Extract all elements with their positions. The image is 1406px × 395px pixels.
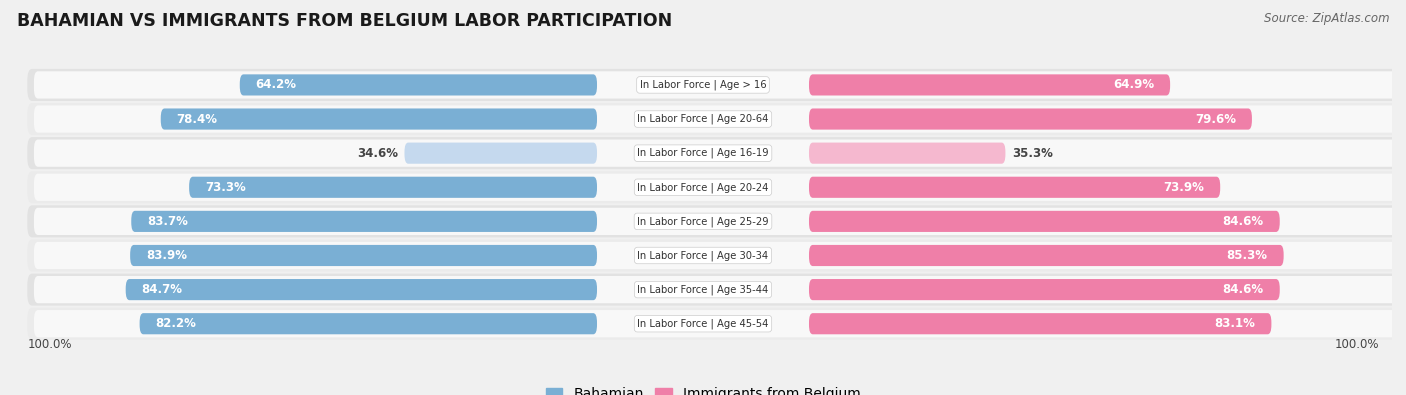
- FancyBboxPatch shape: [808, 245, 1284, 266]
- Text: 83.7%: 83.7%: [148, 215, 188, 228]
- Legend: Bahamian, Immigrants from Belgium: Bahamian, Immigrants from Belgium: [540, 382, 866, 395]
- Text: 73.3%: 73.3%: [205, 181, 246, 194]
- FancyBboxPatch shape: [34, 310, 1399, 337]
- Text: In Labor Force | Age 20-24: In Labor Force | Age 20-24: [637, 182, 769, 192]
- FancyBboxPatch shape: [160, 109, 598, 130]
- FancyBboxPatch shape: [34, 174, 1399, 201]
- Text: 100.0%: 100.0%: [27, 339, 72, 352]
- Text: 64.2%: 64.2%: [256, 79, 297, 91]
- FancyBboxPatch shape: [139, 313, 598, 334]
- Text: 35.3%: 35.3%: [1012, 147, 1053, 160]
- Text: In Labor Force | Age 20-64: In Labor Force | Age 20-64: [637, 114, 769, 124]
- FancyBboxPatch shape: [240, 74, 598, 96]
- FancyBboxPatch shape: [808, 279, 1279, 300]
- Text: BAHAMIAN VS IMMIGRANTS FROM BELGIUM LABOR PARTICIPATION: BAHAMIAN VS IMMIGRANTS FROM BELGIUM LABO…: [17, 12, 672, 30]
- FancyBboxPatch shape: [27, 137, 1405, 169]
- Text: In Labor Force | Age 35-44: In Labor Force | Age 35-44: [637, 284, 769, 295]
- Text: 85.3%: 85.3%: [1227, 249, 1268, 262]
- FancyBboxPatch shape: [34, 105, 1399, 133]
- FancyBboxPatch shape: [808, 211, 1279, 232]
- FancyBboxPatch shape: [190, 177, 598, 198]
- FancyBboxPatch shape: [27, 274, 1405, 306]
- FancyBboxPatch shape: [125, 279, 598, 300]
- FancyBboxPatch shape: [808, 177, 1220, 198]
- Text: 84.6%: 84.6%: [1223, 283, 1264, 296]
- Text: In Labor Force | Age > 16: In Labor Force | Age > 16: [640, 80, 766, 90]
- Text: 78.4%: 78.4%: [177, 113, 218, 126]
- FancyBboxPatch shape: [808, 74, 1170, 96]
- FancyBboxPatch shape: [131, 245, 598, 266]
- Text: In Labor Force | Age 25-29: In Labor Force | Age 25-29: [637, 216, 769, 227]
- Text: Source: ZipAtlas.com: Source: ZipAtlas.com: [1264, 12, 1389, 25]
- Text: 83.1%: 83.1%: [1215, 317, 1256, 330]
- FancyBboxPatch shape: [34, 208, 1399, 235]
- Text: 79.6%: 79.6%: [1195, 113, 1236, 126]
- Text: 73.9%: 73.9%: [1163, 181, 1205, 194]
- FancyBboxPatch shape: [27, 205, 1405, 237]
- FancyBboxPatch shape: [27, 239, 1405, 271]
- Text: 82.2%: 82.2%: [156, 317, 197, 330]
- FancyBboxPatch shape: [34, 71, 1399, 99]
- Text: In Labor Force | Age 30-34: In Labor Force | Age 30-34: [637, 250, 769, 261]
- FancyBboxPatch shape: [34, 276, 1399, 303]
- FancyBboxPatch shape: [34, 139, 1399, 167]
- FancyBboxPatch shape: [808, 313, 1271, 334]
- Text: 83.9%: 83.9%: [146, 249, 187, 262]
- FancyBboxPatch shape: [34, 242, 1399, 269]
- FancyBboxPatch shape: [808, 143, 1005, 164]
- FancyBboxPatch shape: [808, 109, 1251, 130]
- Text: In Labor Force | Age 45-54: In Labor Force | Age 45-54: [637, 318, 769, 329]
- FancyBboxPatch shape: [27, 103, 1405, 135]
- Text: 34.6%: 34.6%: [357, 147, 398, 160]
- FancyBboxPatch shape: [131, 211, 598, 232]
- FancyBboxPatch shape: [27, 308, 1405, 340]
- Text: 100.0%: 100.0%: [1334, 339, 1379, 352]
- FancyBboxPatch shape: [27, 171, 1405, 203]
- Text: 84.6%: 84.6%: [1223, 215, 1264, 228]
- Text: 84.7%: 84.7%: [142, 283, 183, 296]
- Text: 64.9%: 64.9%: [1114, 79, 1154, 91]
- FancyBboxPatch shape: [27, 69, 1405, 101]
- FancyBboxPatch shape: [405, 143, 598, 164]
- Text: In Labor Force | Age 16-19: In Labor Force | Age 16-19: [637, 148, 769, 158]
